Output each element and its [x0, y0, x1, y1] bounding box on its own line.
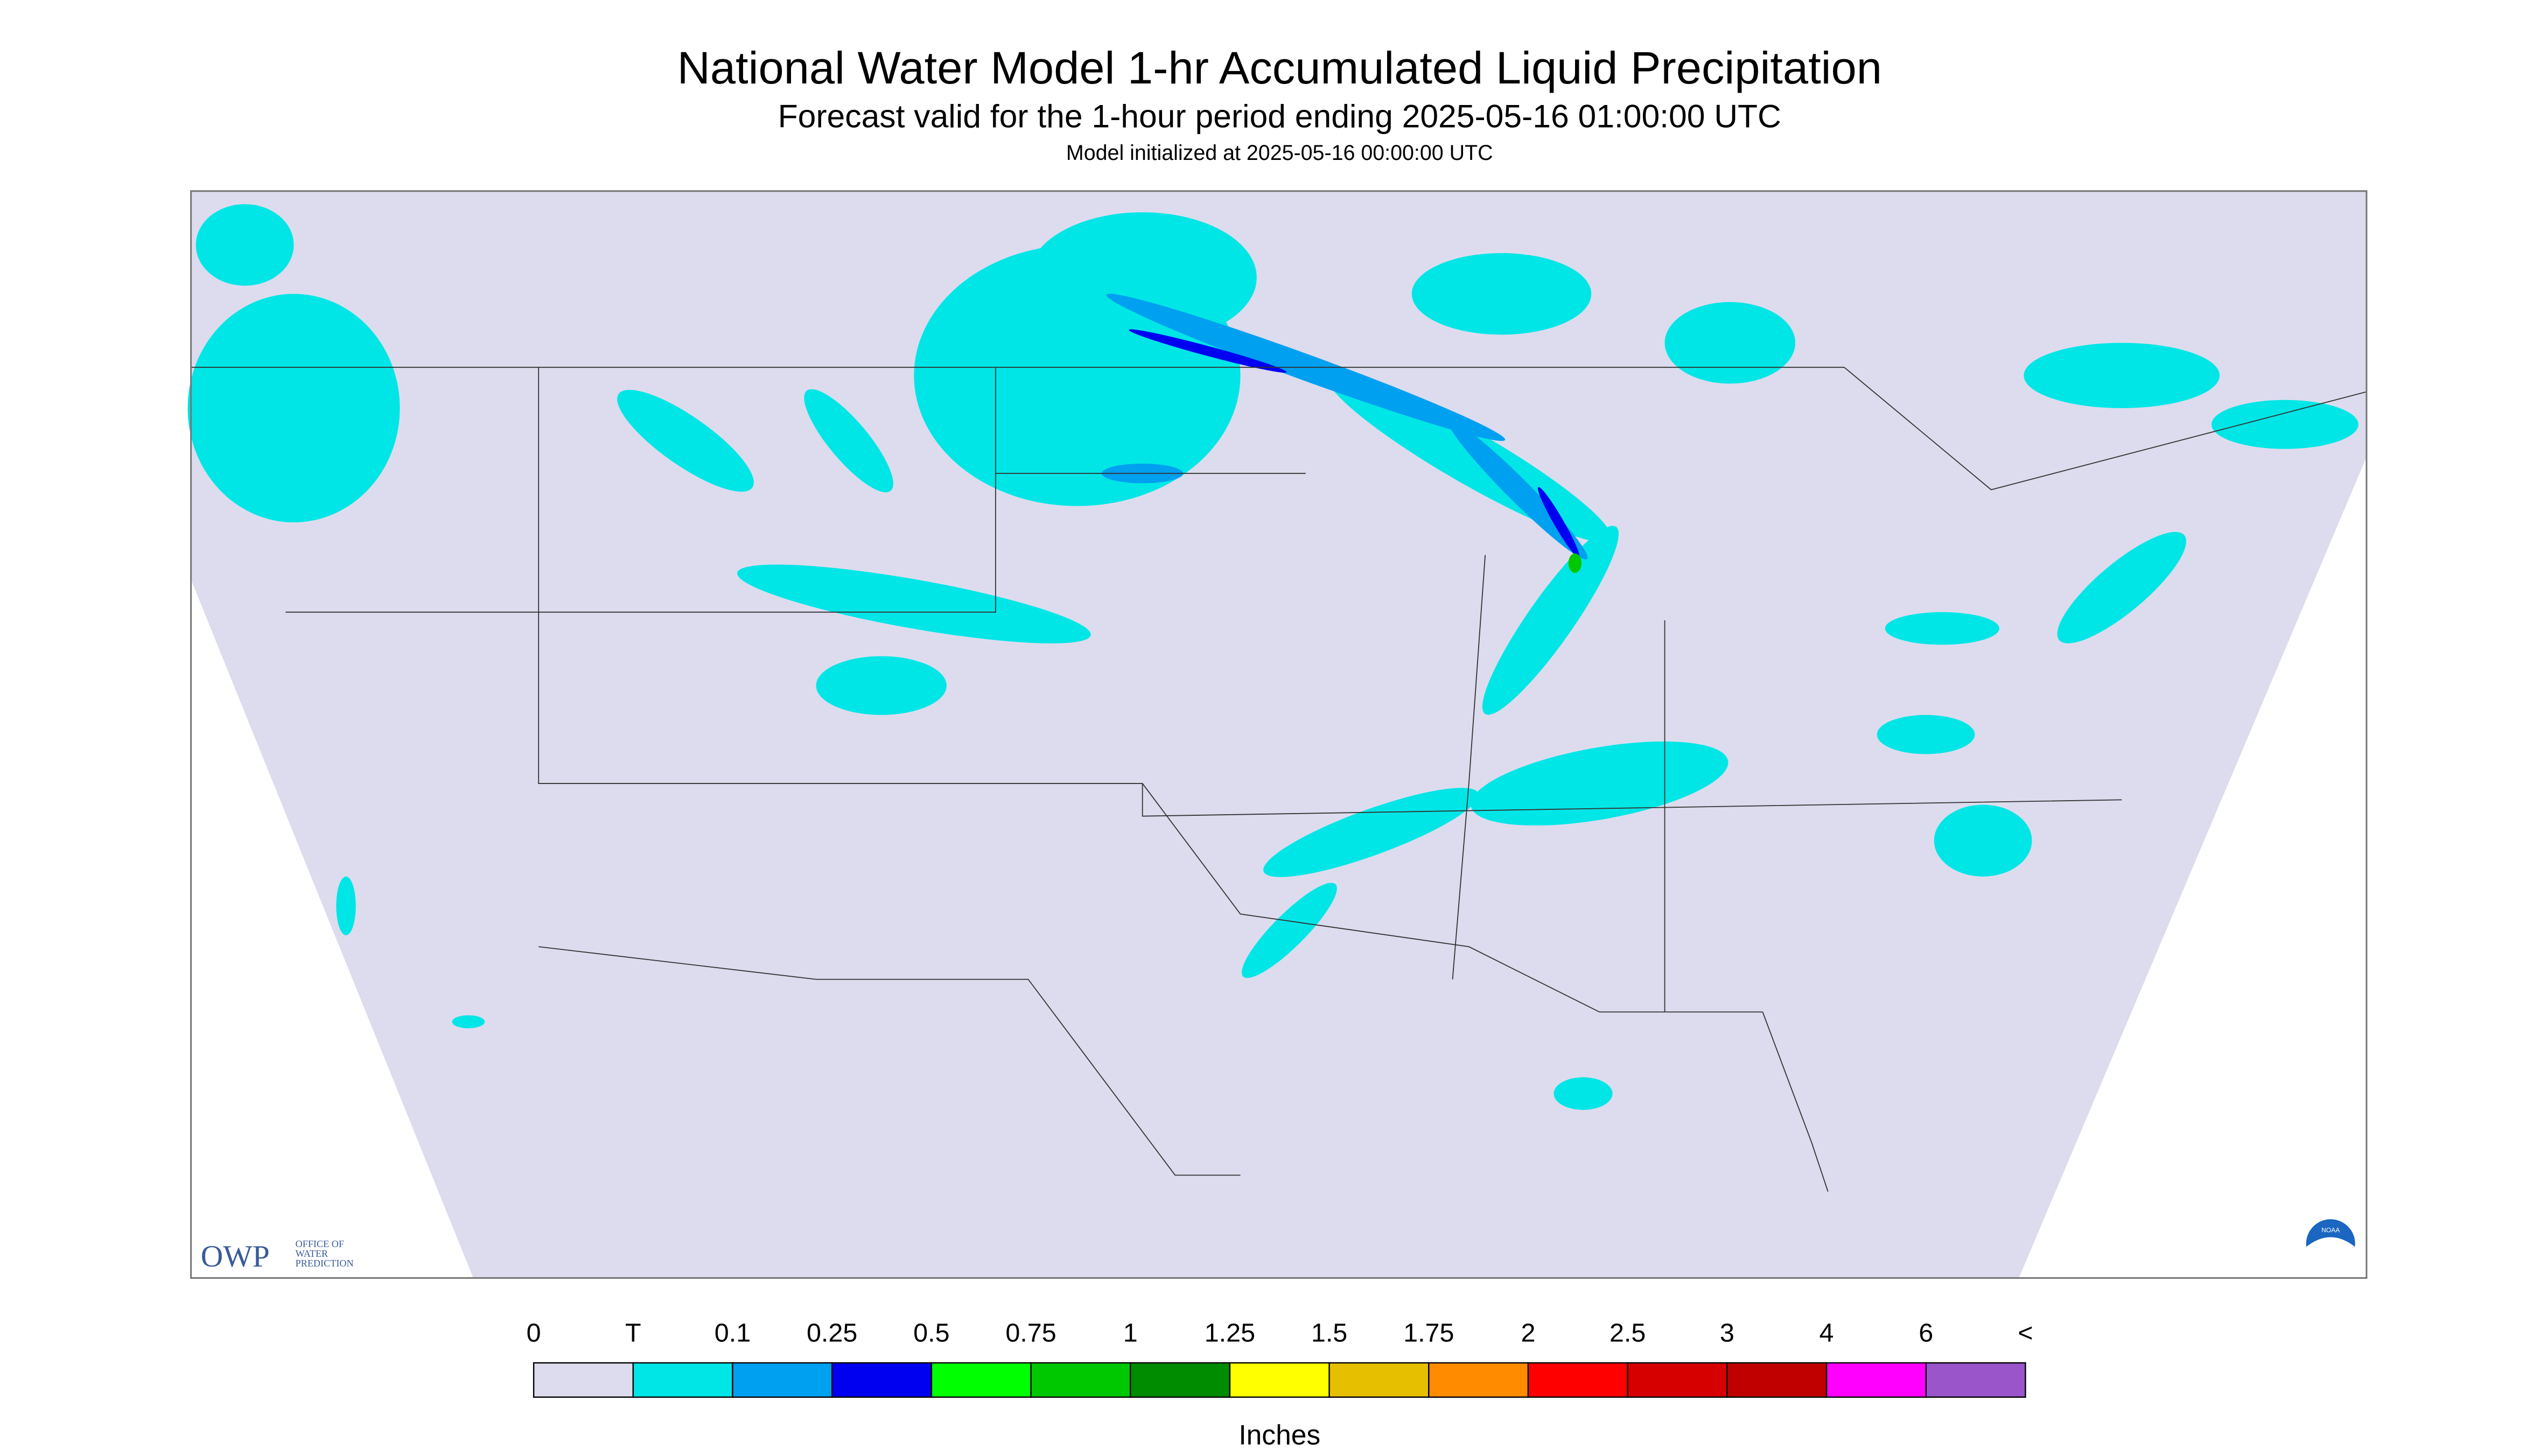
legend-swatch [1328, 1362, 1430, 1398]
legend-swatch [1726, 1362, 1828, 1398]
init-note: Model initialized at 2025-05-16 00:00:00… [1066, 141, 1493, 165]
legend-swatch [1825, 1362, 1927, 1398]
legend-label: 0.25 [807, 1319, 857, 1348]
precip-areas [187, 204, 2359, 1110]
owp-logo-line: WATER [296, 1248, 328, 1259]
legend-unit: Inches [1238, 1419, 1320, 1451]
legend-swatch [1229, 1362, 1330, 1398]
legend-swatch [1428, 1362, 1529, 1398]
title: National Water Model 1-hr Accumulated Li… [677, 42, 1882, 93]
legend-swatch [1527, 1362, 1628, 1398]
subtitle: Forecast valid for the 1-hour period end… [778, 98, 1781, 135]
noaa-logo-wave [2306, 1237, 2355, 1272]
legend-label: 6 [1919, 1319, 1933, 1348]
legend: Inches 0 T 0.1 0.25 0.5 0.75 1 1.25 1.5 1.75 2 2.5 3… [527, 1319, 2033, 1451]
legend-swatch [1627, 1362, 1728, 1398]
owp-logo: OWP [201, 1240, 270, 1273]
legend-label: 1.5 [1311, 1319, 1347, 1348]
legend-swatch [1925, 1362, 2026, 1398]
legend-label: < [2018, 1319, 2033, 1348]
precip-peak [1568, 553, 1582, 573]
legend-label: 3 [1720, 1319, 1734, 1348]
precip-heavy [1129, 329, 1580, 558]
legend-label: 1.25 [1205, 1319, 1255, 1348]
legend-swatch [1030, 1362, 1131, 1398]
legend-swatch [632, 1362, 733, 1398]
legend-label: 1.75 [1403, 1319, 1454, 1348]
map-frame [190, 190, 2368, 1279]
legend-label: 1 [1123, 1319, 1138, 1348]
legend-label: 0.5 [913, 1319, 949, 1348]
legend-label: 2.5 [1610, 1319, 1646, 1348]
legend-swatch [930, 1362, 1032, 1398]
boundaries [191, 367, 2367, 1192]
legend-label: 0 [527, 1319, 541, 1348]
legend-swatch [831, 1362, 933, 1398]
legend-label: 0.1 [715, 1319, 751, 1348]
legend-swatch [1130, 1362, 1231, 1398]
legend-label: T [625, 1319, 641, 1348]
owp-logo-line: PREDICTION [296, 1258, 354, 1269]
legend-label: 4 [1820, 1319, 1834, 1348]
owp-logo-line: OFFICE OF [296, 1238, 344, 1249]
legend-label: 0.75 [1005, 1319, 1056, 1348]
legend-label: 2 [1521, 1319, 1535, 1348]
noaa-text: NOAA [2321, 1227, 2340, 1234]
legend-swatch [732, 1362, 833, 1398]
legend-swatch [533, 1362, 634, 1398]
